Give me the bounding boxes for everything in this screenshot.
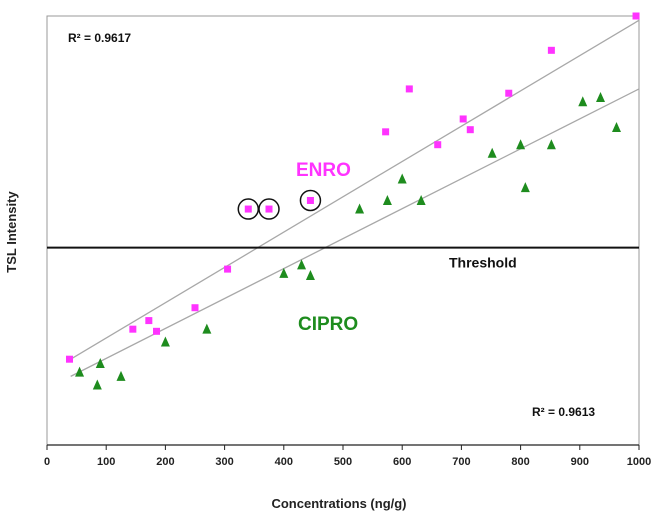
point-cipro bbox=[355, 203, 365, 214]
point-cipro bbox=[160, 336, 170, 347]
point-enro bbox=[265, 205, 273, 213]
point-enro bbox=[632, 12, 640, 20]
data-points bbox=[65, 12, 640, 390]
x-tick-label: 100 bbox=[97, 456, 115, 468]
point-cipro bbox=[116, 370, 126, 381]
point-enro bbox=[434, 141, 442, 149]
x-tick-label: 700 bbox=[452, 456, 470, 468]
point-cipro bbox=[487, 147, 497, 158]
point-enro bbox=[224, 265, 232, 273]
x-tick-label: 600 bbox=[393, 456, 411, 468]
circled-highlights bbox=[237, 189, 322, 220]
point-cipro bbox=[397, 173, 407, 184]
x-axis-title: Concentrations (ng/g) bbox=[271, 496, 406, 511]
highlight-circle bbox=[299, 189, 322, 212]
point-enro bbox=[382, 128, 390, 136]
point-cipro bbox=[305, 270, 315, 281]
point-cipro bbox=[75, 366, 85, 377]
x-tick-label: 300 bbox=[215, 456, 233, 468]
point-cipro bbox=[416, 194, 426, 205]
point-cipro bbox=[612, 122, 622, 133]
point-enro bbox=[191, 304, 199, 312]
point-enro bbox=[153, 327, 161, 335]
point-cipro bbox=[92, 379, 102, 390]
point-cipro bbox=[297, 259, 307, 270]
x-tick-label: 200 bbox=[156, 456, 174, 468]
point-cipro bbox=[546, 139, 556, 150]
r2-label-enro: R² = 0.9617 bbox=[68, 31, 131, 45]
x-tick-label: 800 bbox=[511, 456, 529, 468]
y-axis-title: TSL Intensity bbox=[4, 191, 19, 273]
x-axis-ticks: 0 100 200 300 400 500 600 700 800 900 1000 bbox=[44, 445, 651, 468]
point-cipro bbox=[596, 92, 606, 103]
highlight-circle bbox=[258, 198, 280, 220]
trendline-cipro bbox=[70, 88, 640, 377]
point-enro bbox=[459, 115, 467, 123]
point-enro bbox=[547, 46, 555, 54]
point-cipro bbox=[578, 96, 588, 107]
x-tick-label: 900 bbox=[571, 456, 589, 468]
point-cipro bbox=[520, 182, 530, 193]
series-label-enro: ENRO bbox=[296, 160, 351, 181]
x-tick-label: 400 bbox=[275, 456, 293, 468]
trendlines bbox=[70, 19, 640, 377]
plot-frame bbox=[46, 15, 640, 446]
point-enro bbox=[244, 205, 252, 213]
x-tick-label: 500 bbox=[334, 456, 352, 468]
point-cipro bbox=[95, 357, 105, 368]
point-enro bbox=[145, 317, 153, 325]
point-enro bbox=[505, 89, 513, 97]
x-tick-label: 0 bbox=[44, 456, 50, 468]
point-cipro bbox=[279, 267, 289, 278]
r2-label-cipro: R² = 0.9613 bbox=[532, 405, 595, 419]
point-cipro bbox=[382, 194, 392, 205]
trendline-enro bbox=[70, 19, 640, 360]
point-enro bbox=[306, 196, 314, 204]
series-label-cipro: CIPRO bbox=[298, 314, 358, 335]
x-tick-label: 1000 bbox=[627, 456, 651, 468]
point-cipro bbox=[202, 323, 212, 334]
point-enro bbox=[65, 355, 73, 363]
threshold-label: Threshold bbox=[449, 255, 517, 271]
point-cipro bbox=[516, 139, 526, 150]
point-enro bbox=[405, 85, 413, 93]
point-enro bbox=[466, 126, 474, 134]
point-enro bbox=[129, 325, 137, 333]
